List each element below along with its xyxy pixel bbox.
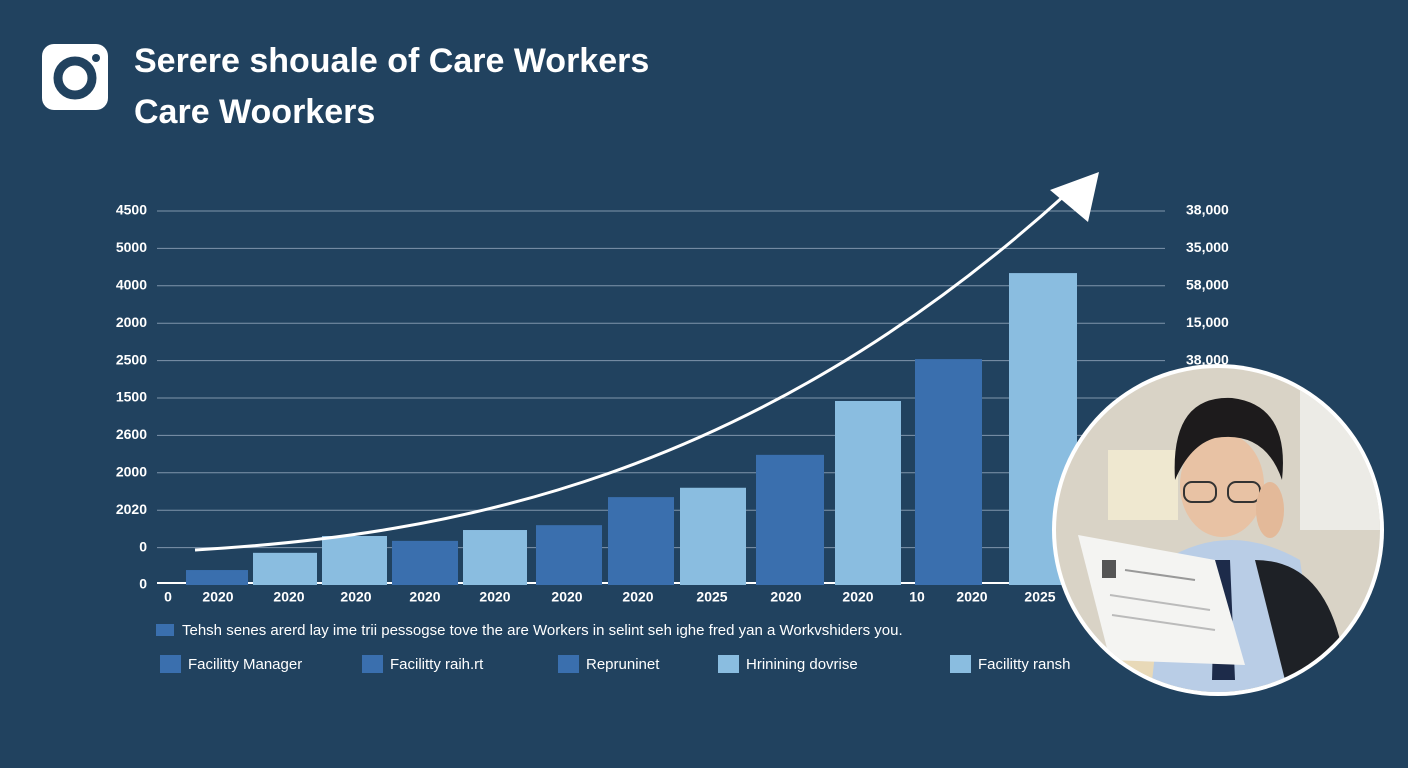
photo-paper-line: [1111, 614, 1216, 631]
bar: [253, 552, 317, 585]
app-icon: [42, 44, 108, 110]
y-tick-label: 0: [139, 538, 147, 554]
y-tick-label: 4000: [116, 277, 147, 293]
photo-glasses-left: [1183, 481, 1217, 503]
photo-paper-photo: [1102, 560, 1116, 578]
x-tick-label: 2025: [1024, 589, 1055, 605]
bar: [608, 497, 674, 585]
y-tick-label: 2000: [116, 464, 147, 480]
bar: [536, 525, 602, 585]
bar: [756, 454, 824, 585]
legend-swatch: [558, 655, 579, 673]
legend-swatch: [950, 655, 971, 673]
bar: [915, 359, 982, 585]
y2-tick-label: 38,000: [1186, 202, 1229, 218]
y-tick-label: 2500: [116, 351, 147, 367]
bar: [835, 400, 901, 585]
x-tick-label: 2020: [770, 589, 801, 605]
labels: 4500 5000 4000 2000 2500 1500 2600 2000 2020 0 0 38…: [116, 202, 1229, 673]
y-tick-label: 2000: [116, 314, 147, 330]
photo-poster: [1108, 450, 1178, 520]
y-tick-label: 4500: [116, 202, 147, 218]
x-tick-label: 2020: [551, 589, 582, 605]
photo-board: [1300, 380, 1380, 530]
chart-title: Serere shouale of Care Workers: [134, 42, 649, 80]
app-icon-dot: [92, 54, 100, 62]
y-tick-label: 2020: [116, 501, 147, 517]
x-tick-label: 2020: [340, 589, 371, 605]
y-tick-label: 1500: [116, 389, 147, 405]
photo-hair: [1174, 397, 1283, 480]
legend-label: Hrinining dovrise: [746, 656, 858, 673]
y-tick-label: 5000: [116, 239, 147, 255]
x-tick-label: 2020: [273, 589, 304, 605]
x-tick-label: 2020: [202, 589, 233, 605]
photo-face: [1180, 433, 1264, 537]
x-tick-label: 2020: [622, 589, 653, 605]
photo-paper-line: [1124, 569, 1196, 581]
photo-content: [1056, 368, 1380, 692]
photo: [1052, 364, 1384, 696]
legend-swatch: [718, 655, 739, 673]
y-tick-label: 2600: [116, 426, 147, 442]
x-tick-label: 2025: [696, 589, 727, 605]
photo-hand: [1256, 482, 1284, 538]
y2-tick-label: 58,000: [1186, 277, 1229, 293]
x-tick-label: 2020: [479, 589, 510, 605]
legend-label: Repruninet: [586, 656, 660, 673]
bar: [463, 530, 527, 585]
legend-label: Facilitty raih.rt: [390, 656, 484, 673]
legend-swatch: [362, 655, 383, 673]
x-tick-label: 10: [909, 589, 925, 605]
trend-arrow-head: [1050, 172, 1099, 222]
note-swatch: [156, 624, 174, 636]
photo-paper-line: [1109, 594, 1211, 611]
legend-label: Facilitty Manager: [188, 656, 302, 673]
bar: [680, 487, 746, 585]
y2-tick-label: 35,000: [1186, 239, 1229, 255]
x-tick-label: 2020: [409, 589, 440, 605]
x-tick-label: 2020: [956, 589, 987, 605]
legend-label: Facilitty ransh: [978, 656, 1071, 673]
legend-swatch: [160, 655, 181, 673]
y2-tick-label: 38,000: [1186, 351, 1229, 367]
x-tick-label: 0: [164, 589, 172, 605]
y-tick-label: 0: [139, 576, 147, 592]
y2-tick-label: 15,000: [1186, 314, 1229, 330]
chart-subtitle: Care Woorkers: [134, 93, 375, 131]
bar: [392, 540, 458, 585]
bar: [322, 536, 387, 585]
trend-arrow: [194, 193, 1067, 552]
x-tick-label: 2020: [842, 589, 873, 605]
note: Tehsh senes arerd lay ime trii pessogse …: [182, 622, 903, 639]
bar: [186, 570, 248, 585]
photo-paper: [1078, 535, 1245, 665]
app-icon-lens: [53, 56, 97, 100]
